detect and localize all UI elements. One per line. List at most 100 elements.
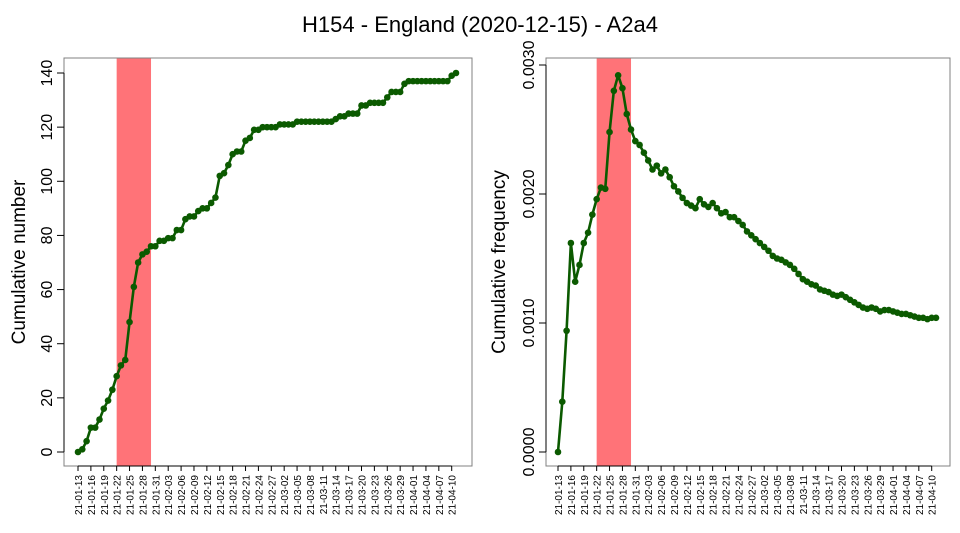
x-tick-label: 21-01-16: [567, 475, 578, 515]
data-point: [601, 185, 609, 193]
x-tick-label: 21-03-11: [799, 475, 810, 515]
data-point: [152, 242, 159, 250]
data-point: [674, 188, 682, 195]
x-tick-label: 21-02-06: [177, 475, 188, 515]
y-axis-label: Cumulative number: [9, 179, 30, 344]
x-tick-label: 21-02-03: [644, 475, 655, 515]
highlight-band: [596, 58, 632, 466]
x-tick-label: 21-03-23: [850, 475, 861, 515]
data-point: [379, 99, 387, 107]
data-point: [576, 261, 583, 269]
data-point: [126, 318, 133, 326]
x-tick-label: 21-03-08: [786, 475, 797, 515]
data-point: [610, 87, 618, 95]
x-tick-label: 21-04-04: [902, 475, 913, 515]
x-tick-label: 21-01-13: [554, 475, 565, 515]
x-tick-label: 21-01-31: [631, 475, 642, 515]
data-point: [121, 356, 129, 364]
x-tick-label: 21-01-22: [593, 475, 604, 515]
x-tick-label: 21-03-08: [306, 475, 317, 515]
data-point: [657, 170, 665, 177]
y-tick-label: 60: [39, 281, 56, 299]
data-point: [212, 194, 219, 201]
data-point: [225, 161, 232, 169]
y-tick-label: 120: [39, 114, 56, 141]
data-point: [649, 166, 656, 173]
y-tick-label: 140: [39, 60, 56, 87]
x-tick-label: 21-03-02: [760, 475, 771, 515]
data-point: [606, 128, 613, 136]
data-point: [567, 239, 575, 247]
x-tick-label: 21-04-07: [435, 475, 446, 515]
data-point: [795, 270, 802, 278]
data-point: [452, 69, 460, 77]
data-point: [722, 208, 729, 216]
data-point: [679, 194, 686, 202]
data-point: [117, 362, 125, 369]
data-point: [713, 204, 721, 212]
x-tick-label: 21-02-15: [216, 475, 227, 515]
y-axis-label: Cumulative frequency: [489, 170, 510, 354]
x-tick-label: 21-02-24: [254, 475, 265, 515]
data-point: [743, 228, 751, 235]
data-point: [190, 213, 198, 220]
x-tick-label: 21-02-15: [696, 475, 707, 515]
data-point: [130, 283, 138, 291]
data-point: [584, 229, 592, 236]
data-point: [747, 231, 755, 239]
x-tick-label: 21-02-24: [734, 475, 745, 515]
chart-panel-1: 0 20 40 60 80 100 120 140 Cumulative number 21-01…: [9, 57, 473, 515]
x-tick-label: 21-03-26: [863, 475, 874, 515]
data-point: [619, 84, 626, 92]
x-tick-label: 21-04-10: [928, 475, 939, 515]
x-tick-label: 21-03-02: [280, 475, 291, 515]
x-tick-label: 21-04-01: [409, 475, 420, 515]
data-point: [662, 166, 669, 173]
x-tick-label: 21-03-20: [358, 475, 369, 515]
x-tick-label: 21-02-18: [229, 475, 240, 515]
data-point: [558, 398, 566, 405]
y-tick-label: 0.0030: [521, 40, 538, 89]
data-point: [632, 137, 639, 145]
data-point: [444, 77, 451, 85]
chart-title: H154 - England (2020-12-15) - A2a4: [302, 12, 658, 37]
data-point: [735, 217, 742, 225]
data-point: [593, 195, 600, 203]
data-point: [91, 424, 99, 431]
x-tick-label: 21-01-25: [126, 475, 137, 515]
data-point: [169, 234, 176, 242]
data-point: [220, 169, 228, 177]
data-point: [666, 173, 673, 181]
x-tick-label: 21-02-27: [747, 475, 758, 515]
data-point: [571, 278, 579, 286]
data-point: [83, 437, 90, 445]
y-tick-label: 0.0010: [521, 298, 538, 347]
y-tick-label: 80: [39, 226, 56, 244]
data-point: [786, 261, 794, 269]
x-tick-label: 21-03-20: [838, 475, 849, 515]
x-tick-label: 21-04-04: [422, 475, 433, 515]
x-tick-label: 21-01-16: [87, 475, 98, 515]
data-point: [705, 203, 712, 211]
x-tick-label: 21-02-21: [242, 475, 253, 515]
y-tick-label: 0.0000: [521, 427, 538, 476]
data-point: [134, 259, 142, 266]
data-point: [640, 149, 648, 157]
x-tick-label: 21-02-06: [657, 475, 668, 515]
data-point: [554, 448, 562, 456]
data-point: [670, 182, 678, 190]
data-point: [696, 195, 704, 203]
highlight-band: [116, 58, 152, 466]
x-tick-label: 21-01-19: [100, 475, 111, 515]
x-tick-label: 21-01-28: [138, 475, 149, 515]
x-tick-label: 21-02-03: [164, 475, 175, 515]
data-point: [580, 239, 588, 247]
data-point: [932, 314, 940, 322]
data-point: [812, 282, 820, 289]
x-tick-label: 21-03-14: [812, 475, 823, 515]
x-tick-label: 21-03-29: [396, 475, 407, 515]
data-point: [78, 445, 86, 453]
data-point: [765, 247, 772, 255]
x-tick-label: 21-01-31: [151, 475, 162, 515]
